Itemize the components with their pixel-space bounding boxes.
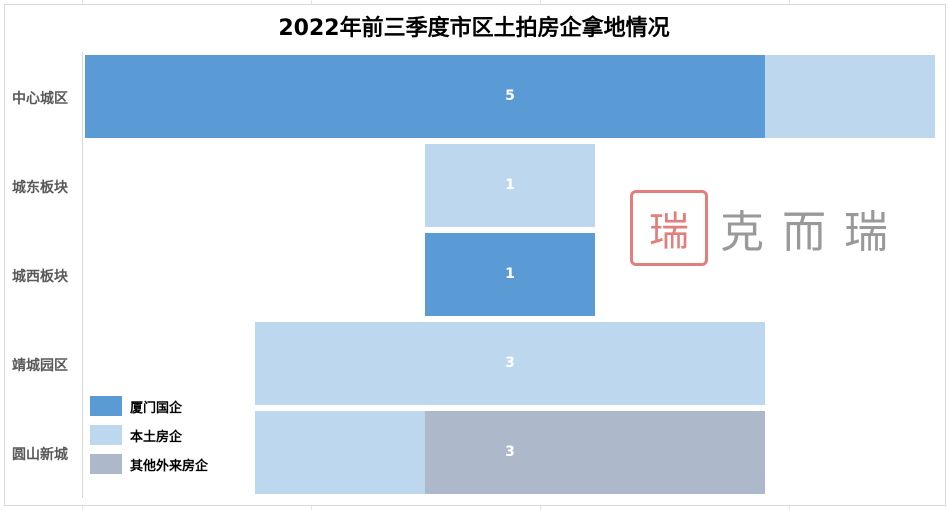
category-label: 靖城园区 (12, 357, 68, 374)
data-label: 1 (505, 176, 515, 193)
legend-swatch (90, 425, 122, 445)
chart-title: 2022年前三季度市区土拍房企拿地情况 (278, 16, 670, 41)
data-label: 5 (505, 87, 515, 104)
data-label: 3 (505, 443, 515, 460)
category-label: 城东板块 (12, 179, 68, 196)
legend-item: 本土房企 (90, 425, 182, 445)
legend-item: 其他外来房企 (90, 454, 208, 474)
watermark: 瑞 克而瑞 (630, 190, 906, 266)
data-label: 1 (505, 265, 515, 282)
bar-segment-2 (425, 411, 765, 494)
bar-segment-1 (425, 144, 595, 227)
category-label: 中心城区 (12, 90, 68, 107)
legend-item: 厦门国企 (90, 396, 182, 416)
legend-label: 其他外来房企 (130, 458, 209, 474)
watermark-seal-logo: 瑞 (630, 190, 708, 266)
legend-label: 厦门国企 (130, 400, 183, 416)
legend-swatch (90, 454, 122, 474)
data-label: 3 (505, 354, 515, 371)
bar-segment-1 (255, 411, 425, 494)
legend-swatch (90, 396, 122, 416)
category-label: 城西板块 (12, 268, 68, 285)
bar-segment-1 (255, 322, 765, 405)
category-label: 圆山新城 (12, 446, 68, 463)
bar-segment-1 (765, 55, 935, 138)
watermark-text: 克而瑞 (720, 207, 906, 258)
bar-segment-0 (85, 55, 765, 138)
category-axis-line (82, 52, 83, 498)
legend-label: 本土房企 (130, 429, 183, 445)
bar-segment-0 (425, 233, 595, 316)
